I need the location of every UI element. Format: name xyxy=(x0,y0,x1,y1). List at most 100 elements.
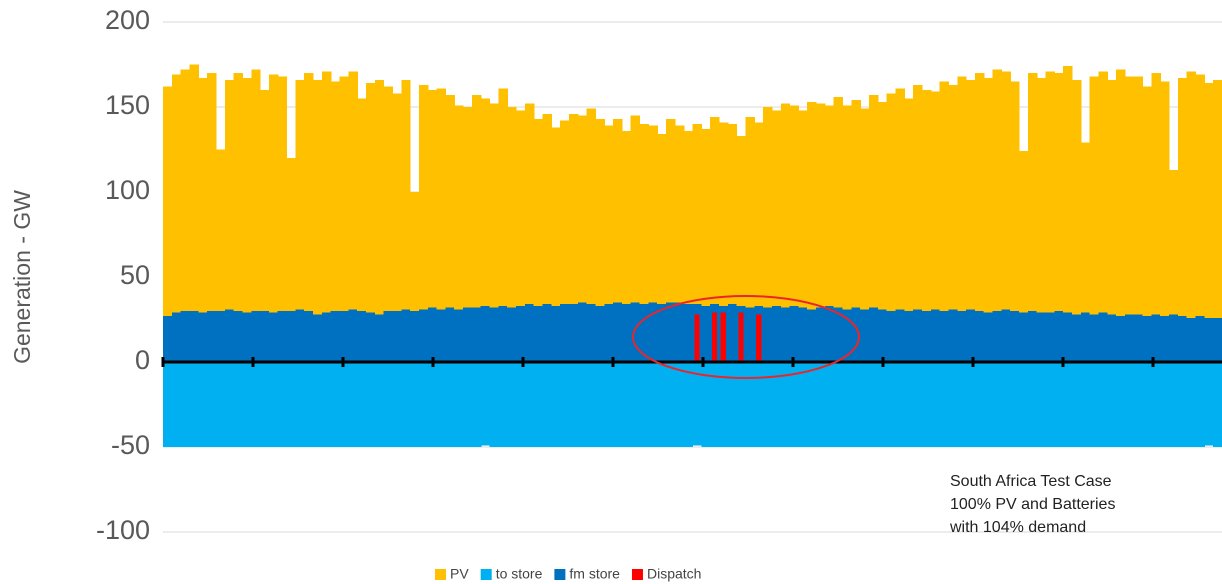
legend-label: Dispatch xyxy=(647,566,701,582)
bar xyxy=(1045,312,1055,362)
bar xyxy=(1151,73,1161,315)
bar xyxy=(410,192,420,311)
y-tick-label: 50 xyxy=(120,260,150,290)
bar xyxy=(348,309,358,362)
bar xyxy=(948,309,958,362)
bar xyxy=(745,117,755,308)
bar xyxy=(1107,314,1117,362)
bar xyxy=(992,311,1002,362)
bar xyxy=(727,304,738,362)
bar xyxy=(657,304,667,362)
bar xyxy=(383,86,394,311)
bar xyxy=(692,124,702,305)
bar xyxy=(321,362,332,447)
bar xyxy=(842,309,852,362)
bar xyxy=(524,304,535,362)
bar xyxy=(365,83,376,313)
bar xyxy=(630,115,641,303)
bar xyxy=(727,362,738,447)
bar xyxy=(542,304,552,362)
y-tick-label: 150 xyxy=(105,90,150,120)
bar xyxy=(586,362,597,447)
bar xyxy=(666,362,676,447)
bar xyxy=(930,362,941,447)
bar xyxy=(224,79,235,310)
bar xyxy=(966,79,976,310)
bar xyxy=(313,362,323,447)
bar xyxy=(551,305,561,362)
bar xyxy=(1107,79,1117,315)
bar xyxy=(921,90,932,311)
bar xyxy=(974,73,985,311)
bar xyxy=(1124,314,1135,362)
y-tick-label: 0 xyxy=(135,345,150,375)
bar xyxy=(1080,142,1091,313)
bar xyxy=(1177,78,1188,317)
bar xyxy=(357,98,367,311)
bar xyxy=(1133,76,1144,315)
bar xyxy=(260,311,270,362)
bar xyxy=(789,105,799,306)
bar xyxy=(454,105,464,310)
bar xyxy=(401,362,411,447)
bar xyxy=(1045,362,1055,447)
bar xyxy=(1071,362,1082,447)
bar xyxy=(418,309,429,362)
bar xyxy=(736,135,747,306)
bar xyxy=(1063,312,1073,362)
bar xyxy=(718,122,729,306)
bar xyxy=(1169,362,1179,447)
bar xyxy=(295,79,305,310)
bar xyxy=(1133,314,1144,362)
bar xyxy=(1169,314,1179,362)
bar xyxy=(1151,362,1161,447)
legend-swatch xyxy=(554,569,566,580)
bar xyxy=(1160,81,1170,317)
bar xyxy=(720,312,727,362)
y-tick-label: -50 xyxy=(111,430,150,460)
bar xyxy=(524,103,535,305)
bar xyxy=(683,304,694,362)
bar xyxy=(313,79,323,315)
bar xyxy=(621,130,632,305)
bar xyxy=(824,105,835,306)
bar xyxy=(542,362,552,447)
bar xyxy=(471,362,482,447)
bar xyxy=(498,305,508,362)
y-axis-label: Generation - GW xyxy=(9,190,35,364)
bar xyxy=(242,78,252,313)
bar xyxy=(560,120,570,305)
bar xyxy=(921,311,932,362)
bar xyxy=(471,307,482,362)
bar xyxy=(674,302,685,362)
bar xyxy=(480,98,491,306)
bar xyxy=(277,311,288,362)
bar xyxy=(330,311,341,362)
bar xyxy=(357,311,367,362)
bar xyxy=(957,311,967,362)
bar xyxy=(524,362,535,447)
bar xyxy=(560,362,570,447)
bar xyxy=(869,362,879,447)
bar xyxy=(824,305,835,362)
bar xyxy=(251,69,261,311)
bar xyxy=(948,84,958,310)
bar xyxy=(648,125,658,303)
bar xyxy=(1116,69,1126,317)
bar xyxy=(198,312,208,362)
bar xyxy=(745,362,755,447)
bar xyxy=(330,81,341,311)
bar xyxy=(886,93,897,312)
bar xyxy=(401,79,411,310)
bar xyxy=(348,362,358,447)
bar xyxy=(738,312,744,362)
bar xyxy=(1054,311,1064,362)
bar xyxy=(242,312,252,362)
bar xyxy=(736,362,747,447)
annotation: 100% PV and Batteries xyxy=(950,496,1115,513)
bar xyxy=(568,362,579,447)
bar xyxy=(939,81,950,311)
bar xyxy=(904,362,914,447)
bar xyxy=(789,305,799,362)
bar xyxy=(224,309,235,362)
